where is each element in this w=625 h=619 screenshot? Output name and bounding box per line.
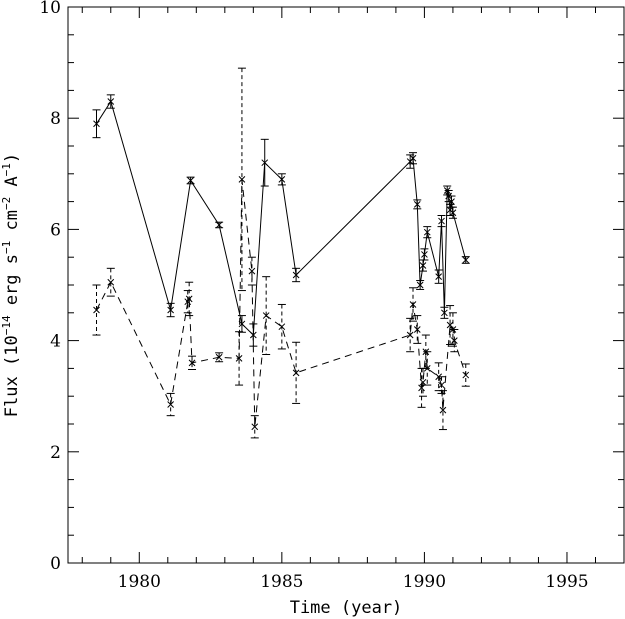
data-point xyxy=(167,306,174,314)
y-tick-label: 10 xyxy=(39,0,61,18)
data-point xyxy=(261,159,269,167)
y-axis-title-suffix: ) xyxy=(2,153,22,163)
x-tick-label: 1985 xyxy=(260,572,303,592)
data-point xyxy=(438,381,445,389)
y-axis-title-mid-1: erg s xyxy=(2,254,22,315)
data-point xyxy=(235,355,243,362)
y-axis-title-mid-3: A xyxy=(2,176,22,196)
data-point xyxy=(248,267,256,275)
data-point xyxy=(446,321,454,329)
data-point xyxy=(278,176,286,183)
y-tick-label: 4 xyxy=(50,332,61,352)
data-point xyxy=(418,384,425,392)
y-axis-title: Flux (10−14 erg s−1 cm−2 A−1) xyxy=(0,153,22,417)
data-point xyxy=(416,281,424,289)
x-tick-labels: 1980 1985 1990 1995 xyxy=(118,572,589,592)
data-point xyxy=(419,262,427,269)
data-point xyxy=(462,371,470,379)
data-point xyxy=(413,326,421,333)
data-point xyxy=(462,256,470,264)
data-point xyxy=(406,331,414,339)
series-layer xyxy=(92,67,470,439)
y-axis-title-exp-1: −14 xyxy=(0,315,13,335)
data-point xyxy=(93,306,100,314)
axis-ticks xyxy=(68,6,625,564)
series-1-line xyxy=(96,100,467,337)
series-1 xyxy=(92,94,470,347)
data-point xyxy=(439,406,447,414)
data-point xyxy=(107,98,115,105)
y-axis-title-exp-2: −1 xyxy=(0,241,13,254)
data-point xyxy=(188,359,196,367)
series-2 xyxy=(92,67,470,439)
data-point xyxy=(449,209,457,217)
data-point xyxy=(107,278,115,286)
x-tick-label: 1995 xyxy=(545,572,588,592)
data-point xyxy=(292,369,300,377)
data-point xyxy=(423,365,431,372)
data-point xyxy=(93,120,100,128)
data-point xyxy=(435,273,443,281)
data-point xyxy=(448,198,455,205)
data-point xyxy=(185,295,193,303)
y-axis-title-prefix: Flux (10 xyxy=(2,335,22,417)
data-point xyxy=(409,301,417,308)
data-point xyxy=(441,309,448,317)
data-point xyxy=(423,228,431,236)
x-axis-title: Time (year) xyxy=(290,598,403,618)
plot-frame xyxy=(67,6,625,564)
x-tick-label: 1990 xyxy=(403,572,446,592)
data-point xyxy=(215,221,223,229)
y-tick-label: 8 xyxy=(50,109,61,129)
y-tick-label: 2 xyxy=(50,443,61,463)
data-point xyxy=(167,401,174,408)
y-axis-title-mid-2: cm xyxy=(2,210,22,241)
data-point xyxy=(292,271,300,279)
data-point xyxy=(262,312,270,319)
data-point xyxy=(187,177,194,184)
data-point xyxy=(450,337,458,344)
data-point xyxy=(251,423,259,431)
data-point xyxy=(419,378,427,386)
data-point xyxy=(413,201,421,208)
y-axis-title-exp-4: −1 xyxy=(0,163,13,176)
y-axis-title-exp-3: −2 xyxy=(0,197,13,210)
y-tick-label: 0 xyxy=(50,554,61,574)
x-tick-label: 1980 xyxy=(118,572,161,592)
series-2-line xyxy=(96,179,467,427)
y-tick-labels: 0 2 4 6 8 10 xyxy=(39,0,61,574)
data-point xyxy=(438,217,445,225)
data-point xyxy=(421,251,428,258)
data-point xyxy=(409,154,417,162)
y-tick-label: 6 xyxy=(50,220,61,240)
data-point xyxy=(215,353,223,361)
data-point xyxy=(278,323,286,331)
data-point xyxy=(238,176,246,183)
